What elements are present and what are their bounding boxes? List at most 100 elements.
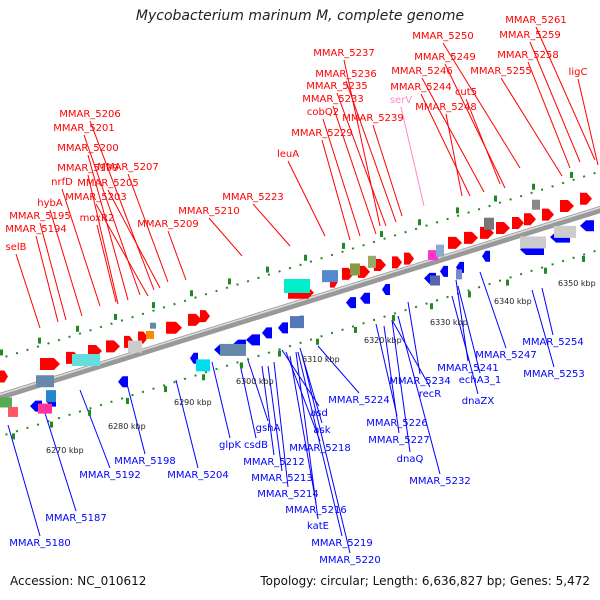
top-leader-line: [322, 118, 361, 237]
forward-gene-arrow: [40, 357, 60, 370]
top-leader-line: [208, 217, 243, 257]
upper-tick-mark: [418, 219, 421, 226]
forward-gene-arrow: [464, 231, 478, 244]
bottom-leader-line: [175, 379, 199, 469]
top-gene-label: hybA: [37, 198, 63, 209]
top-leader-line: [127, 173, 169, 283]
upper-tick-mark: [38, 337, 41, 344]
bottom-gene-label: csdB: [244, 440, 268, 451]
bottom-leader-line: [273, 361, 289, 488]
top-gene-label: MMAR_5200: [57, 143, 119, 154]
reverse-gene-arrow: [278, 322, 288, 334]
top-gene-label: MMAR_5255: [470, 66, 532, 77]
reverse-gene-arrow: [360, 292, 370, 304]
bottom-leader-line: [457, 285, 481, 374]
bottom-leader-line: [451, 295, 479, 395]
bottom-leader-line: [289, 355, 317, 504]
top-leader-line: [61, 188, 101, 307]
upper-tick-mark: [380, 231, 383, 238]
lower-tick-mark: [392, 315, 395, 322]
top-gene-label: serV: [390, 95, 412, 106]
top-gene-label: MMAR_5244: [390, 82, 452, 93]
top-leader-line: [420, 93, 471, 197]
bottom-gene-label: MMAR_5247: [475, 350, 537, 361]
bottom-leader-line: [43, 409, 77, 512]
top-gene-label: MMAR_5205: [77, 178, 139, 189]
feature-block: [436, 244, 444, 257]
bottom-gene-label: MMAR_5254: [522, 337, 584, 348]
bottom-gene-label: MMAR_5214: [257, 489, 319, 500]
top-leader-line: [400, 106, 425, 207]
top-leader-line: [35, 235, 59, 323]
forward-gene-arrow: [374, 258, 386, 271]
forward-gene-arrow: [166, 321, 182, 334]
forward-gene-arrow: [560, 200, 574, 213]
top-leader-line: [421, 77, 485, 193]
forward-gene-arrow: [392, 256, 402, 269]
summary-line: Topology: circular; Length: 6,636,827 bp…: [260, 574, 590, 588]
top-gene-label: MMAR_5246: [391, 66, 453, 77]
forward-gene-arrow: [200, 310, 210, 323]
lower-tick-mark: [164, 386, 167, 393]
upper-track-line: [0, 170, 600, 360]
kbp-tick-label: 6320 kbp: [364, 336, 402, 345]
lower-tick-mark: [88, 409, 91, 416]
top-gene-label: MMAR_5235: [306, 81, 368, 92]
reverse-gene-arrow: [346, 297, 356, 309]
bottom-gene-label: MMAR_5253: [523, 369, 585, 380]
top-leader-line: [529, 41, 581, 163]
bottom-gene-label: recR: [419, 389, 442, 400]
feature-block: [520, 236, 546, 249]
top-gene-label: MMAR_5248: [415, 102, 477, 113]
lower-tick-mark: [50, 421, 53, 428]
bottom-gene-label: MMAR_5227: [368, 435, 430, 446]
top-leader-line: [96, 224, 117, 303]
top-leader-line: [500, 77, 563, 177]
feature-block: [150, 322, 156, 329]
top-leader-line: [89, 120, 155, 291]
top-gene-label: MMAR_5194: [5, 224, 67, 235]
reverse-gene-arrow: [440, 265, 448, 277]
feature-block: [0, 397, 12, 408]
top-leader-line: [442, 42, 521, 169]
bottom-gene-label: gshA: [256, 423, 281, 434]
feature-block: [484, 217, 494, 230]
lower-tick-mark: [468, 291, 471, 298]
bottom-leader-line: [317, 345, 360, 394]
forward-gene-arrow: [188, 313, 202, 326]
top-gene-label: leuA: [277, 149, 299, 160]
upper-tick-mark: [494, 195, 497, 202]
kbp-tick-label: 6280 kbp: [108, 422, 146, 431]
top-leader-line: [83, 134, 141, 296]
top-gene-label: MMAR_5201: [53, 123, 115, 134]
feature-block: [350, 263, 360, 276]
feature-block: [8, 406, 18, 417]
top-leader-line: [252, 203, 291, 247]
top-gene-label: MMAR_5236: [315, 69, 377, 80]
lower-tick-mark: [240, 362, 243, 369]
bottom-leader-line: [541, 287, 554, 336]
top-gene-label: MMAR_5209: [137, 219, 199, 230]
lower-tick-mark: [278, 350, 281, 357]
reverse-gene-arrow: [262, 327, 272, 339]
bottom-gene-label: MMAR_5216: [285, 505, 347, 516]
top-leader-line: [321, 139, 351, 241]
top-gene-label: MMAR_5210: [178, 206, 240, 217]
feature-block: [220, 343, 246, 356]
feature-block: [46, 390, 56, 403]
upper-tick-mark: [342, 242, 345, 249]
bottom-gene-label: MMAR_5241: [437, 363, 499, 374]
forward-gene-arrow: [580, 192, 592, 205]
top-gene-label: MMAR_5258: [497, 50, 559, 61]
top-gene-label: MMAR_5237: [313, 48, 375, 59]
top-leader-line: [345, 80, 397, 223]
bottom-leader-line: [79, 389, 111, 469]
bottom-gene-label: MMAR_5198: [114, 456, 176, 467]
feature-block: [368, 255, 376, 268]
genome-title: Mycobacterium marinum M, complete genome: [135, 8, 465, 24]
bottom-gene-label: dnaZX: [462, 396, 495, 407]
feature-block: [532, 199, 540, 210]
bottom-leader-line: [7, 424, 41, 537]
bottom-leader-line: [479, 271, 507, 349]
lower-tick-mark: [506, 279, 509, 286]
